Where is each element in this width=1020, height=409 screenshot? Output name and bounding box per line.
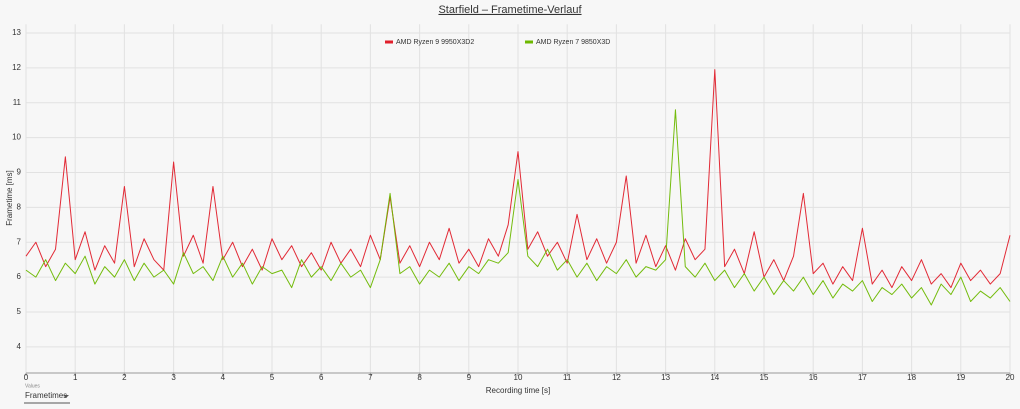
y-tick-label: 4 [17, 342, 22, 351]
dropdown-value[interactable]: Frametimes [25, 391, 67, 400]
series-line [25, 69, 1011, 289]
x-tick-label: 3 [171, 373, 176, 382]
x-tick-label: 16 [809, 373, 818, 382]
control-label: Values [25, 383, 40, 389]
x-tick-label: 8 [417, 373, 422, 382]
y-tick-label: 9 [17, 168, 22, 177]
dropdown[interactable]: Frametimes [24, 391, 70, 404]
x-tick-label: 14 [710, 373, 719, 382]
y-axis-label: Frametime [ms] [5, 170, 14, 226]
series-line [25, 109, 1011, 306]
x-tick-label: 1 [73, 373, 78, 382]
y-tick-label: 8 [17, 202, 22, 211]
x-tick-label: 11 [563, 373, 572, 382]
legend-swatch [385, 40, 393, 44]
x-tick-label: 13 [661, 373, 670, 382]
y-tick-label: 13 [12, 28, 21, 37]
chart-title: Starfield – Frametime-Verlauf [438, 4, 582, 16]
x-tick-label: 0 [24, 373, 29, 382]
x-tick-label: 5 [270, 373, 275, 382]
x-tick-label: 4 [221, 373, 226, 382]
legend-label: AMD Ryzen 9 9950X3D2 [396, 39, 474, 46]
y-tick-label: 6 [17, 272, 22, 281]
y-tick-label: 5 [17, 307, 22, 316]
x-tick-label: 2 [122, 373, 127, 382]
x-tick-label: 19 [956, 373, 965, 382]
x-tick-label: 10 [514, 373, 523, 382]
y-tick-label: 11 [13, 98, 22, 107]
x-tick-label: 12 [612, 373, 621, 382]
x-tick-label: 18 [907, 373, 916, 382]
x-tick-label: 7 [368, 373, 373, 382]
x-tick-label: 20 [1006, 373, 1015, 382]
dropdown-arrow[interactable] [63, 395, 69, 398]
y-tick-label: 7 [17, 237, 22, 246]
x-tick-label: 6 [319, 373, 324, 382]
x-tick-label: 15 [760, 373, 769, 382]
x-tick-label: 9 [467, 373, 472, 382]
x-axis-label: Recording time [s] [486, 386, 550, 395]
x-tick-label: 17 [858, 373, 867, 382]
y-tick-label: 12 [12, 63, 21, 72]
y-tick-label: 10 [12, 133, 21, 142]
legend-swatch [525, 40, 533, 44]
legend-label: AMD Ryzen 7 9850X3D [536, 39, 610, 46]
